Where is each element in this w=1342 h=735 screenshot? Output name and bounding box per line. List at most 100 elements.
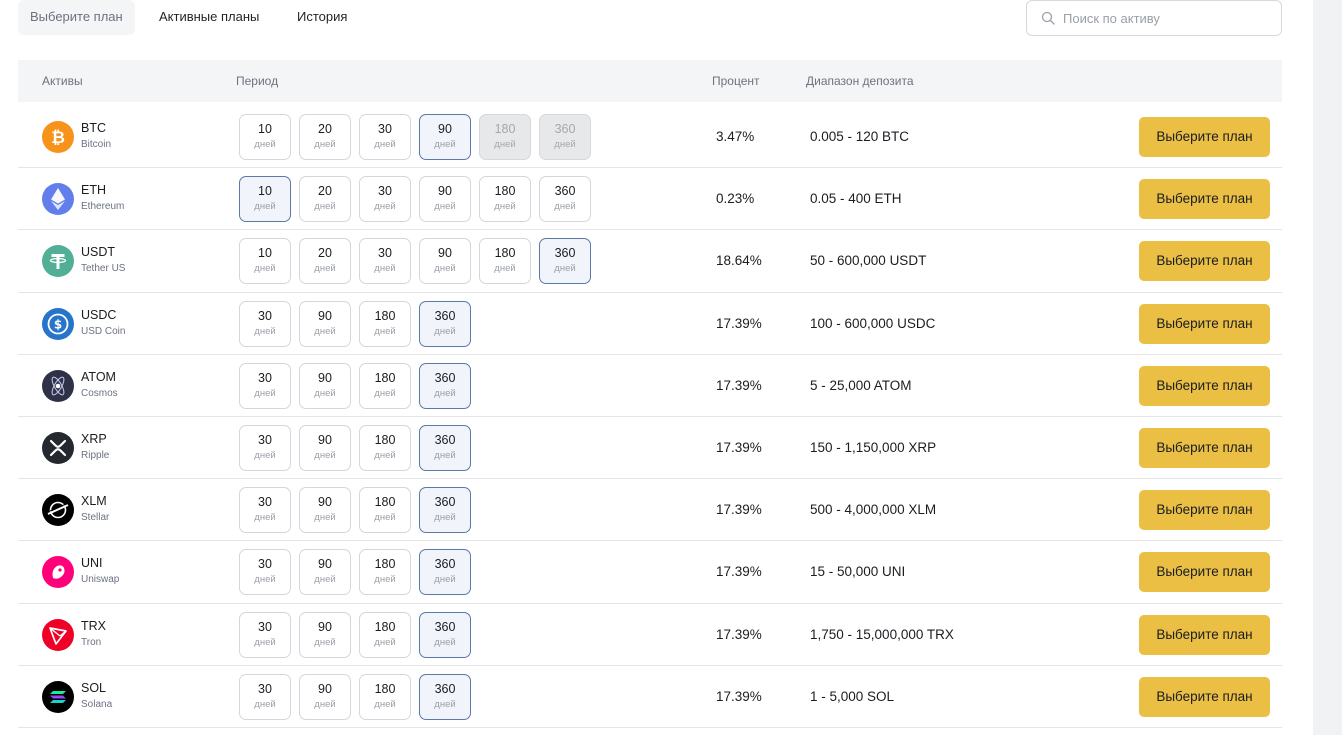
period-option-180[interactable]: 180 дней (359, 611, 411, 658)
choose-plan-button[interactable]: Выберите план (1139, 303, 1270, 344)
period-option-20[interactable]: 20 дней (299, 238, 351, 285)
scrollbar-track[interactable] (1313, 0, 1342, 735)
period-option-90[interactable]: 90 дней (419, 114, 471, 160)
period-option-180[interactable]: 180 дней (359, 549, 411, 596)
tab-active-plans[interactable]: Активные планы (159, 9, 260, 24)
tab-choose-plan[interactable]: Выберите план (18, 0, 135, 35)
period-days: 30 (378, 122, 392, 136)
period-option-90[interactable]: 90 дней (419, 176, 471, 223)
ripple-icon (42, 431, 74, 464)
period-option-90[interactable]: 90 дней (299, 300, 351, 347)
period-option-360[interactable]: 360 дней (419, 549, 471, 596)
period-unit: дней (374, 698, 396, 710)
period-option-90[interactable]: 90 дней (299, 362, 351, 409)
asset-name: Cosmos (81, 387, 118, 399)
period-unit: дней (314, 636, 336, 648)
period-option-180[interactable]: 180 дней (479, 238, 531, 285)
period-option-30[interactable]: 30 дней (239, 673, 291, 720)
period-option-30[interactable]: 30 дней (239, 611, 291, 658)
asset-name: Uniswap (81, 574, 120, 586)
period-option-180[interactable]: 180 дней (479, 176, 531, 223)
period-option-360[interactable]: 360 дней (419, 673, 471, 720)
search-input[interactable] (1063, 3, 1273, 33)
deposit-range: 500 - 4,000,000 XLM (810, 502, 937, 518)
period-option-30[interactable]: 30 дней (359, 176, 411, 223)
period-option-10[interactable]: 10 дней (239, 114, 291, 160)
period-option-360[interactable]: 360 дней (419, 424, 471, 471)
period-option-90[interactable]: 90 дней (299, 549, 351, 596)
period-option-180[interactable]: 180 дней (359, 673, 411, 720)
search-box[interactable] (1026, 0, 1282, 36)
period-option-90[interactable]: 90 дней (299, 611, 351, 658)
choose-plan-button[interactable]: Выберите план (1139, 117, 1270, 157)
period-unit: дней (434, 139, 456, 150)
period-option-360[interactable]: 360 дней (419, 362, 471, 409)
period-unit: дней (434, 574, 456, 586)
period-option-30[interactable]: 30 дней (239, 549, 291, 596)
period-option-360[interactable]: 360 дней (539, 176, 591, 223)
period-option-180[interactable]: 180 дней (359, 487, 411, 534)
period-unit: дней (374, 263, 396, 275)
choose-plan-button[interactable]: Выберите план (1139, 552, 1270, 593)
table-row: $ USDC USD Coin 30 дней 90 дней 180 дней 360 дней 1… (18, 293, 1282, 355)
usd-coin-icon: $ (42, 307, 74, 340)
period-option-360[interactable]: 360 дней (539, 238, 591, 285)
period-option-360[interactable]: 360 дней (419, 487, 471, 534)
period-days: 180 (494, 122, 516, 136)
percent-value: 3.47% (716, 129, 755, 144)
period-days: 360 (554, 246, 576, 261)
period-option-90[interactable]: 90 дней (299, 424, 351, 471)
period-unit: дней (314, 698, 336, 710)
period-unit: дней (434, 512, 456, 524)
period-option-360[interactable]: 360 дней (419, 611, 471, 658)
period-unit: дней (254, 636, 276, 648)
period-days: 30 (378, 184, 392, 199)
percent-value: 17.39% (716, 626, 762, 642)
period-unit: дней (374, 512, 396, 524)
period-option-10[interactable]: 10 дней (239, 238, 291, 285)
period-option-10[interactable]: 10 дней (239, 176, 291, 223)
period-unit: дней (254, 698, 276, 710)
asset-symbol: UNI (81, 556, 103, 571)
choose-plan-button[interactable]: Выберите план (1139, 676, 1270, 717)
period-option-30[interactable]: 30 дней (239, 300, 291, 347)
period-option-30[interactable]: 30 дней (359, 238, 411, 285)
period-option-90[interactable]: 90 дней (299, 487, 351, 534)
period-option-180[interactable]: 180 дней (359, 300, 411, 347)
period-unit: дней (374, 574, 396, 586)
period-option-180[interactable]: 180 дней (359, 362, 411, 409)
period-option-20[interactable]: 20 дней (299, 114, 351, 160)
choose-plan-button[interactable]: Выберите план (1139, 179, 1270, 220)
period-days: 90 (438, 122, 452, 136)
period-days: 360 (434, 681, 456, 696)
percent-value: 17.39% (716, 315, 762, 331)
asset-symbol: ETH (81, 183, 106, 198)
choose-plan-button[interactable]: Выберите план (1139, 427, 1270, 468)
period-option-180[interactable]: 180 дней (359, 424, 411, 471)
asset-symbol: ATOM (81, 369, 116, 384)
period-unit: дней (314, 574, 336, 586)
deposit-range: 150 - 1,150,000 XRP (810, 439, 937, 455)
bitcoin-icon: ₿ (42, 121, 74, 153)
period-unit: дней (314, 325, 336, 337)
period-unit: дней (374, 325, 396, 337)
tether-icon (42, 245, 74, 278)
tab-history[interactable]: История (297, 9, 348, 24)
period-option-30[interactable]: 30 дней (359, 114, 411, 160)
period-option-90[interactable]: 90 дней (299, 673, 351, 720)
period-option-30[interactable]: 30 дней (239, 487, 291, 534)
choose-plan-button[interactable]: Выберите план (1139, 365, 1270, 406)
period-option-30[interactable]: 30 дней (239, 424, 291, 471)
choose-plan-button[interactable]: Выберите план (1139, 490, 1270, 531)
period-unit: дней (434, 636, 456, 648)
choose-plan-button[interactable]: Выберите план (1139, 241, 1270, 282)
period-option-360[interactable]: 360 дней (419, 300, 471, 347)
period-option-20[interactable]: 20 дней (299, 176, 351, 223)
deposit-range: 1 - 5,000 SOL (810, 688, 895, 704)
period-option-90[interactable]: 90 дней (419, 238, 471, 285)
table-row: SOL Solana 30 дней 90 дней 180 дней 360 дней 17.39… (18, 666, 1282, 728)
period-days: 360 (434, 557, 456, 572)
period-option-30[interactable]: 30 дней (239, 362, 291, 409)
svg-text:$: $ (54, 317, 62, 331)
choose-plan-button[interactable]: Выберите план (1139, 614, 1270, 655)
